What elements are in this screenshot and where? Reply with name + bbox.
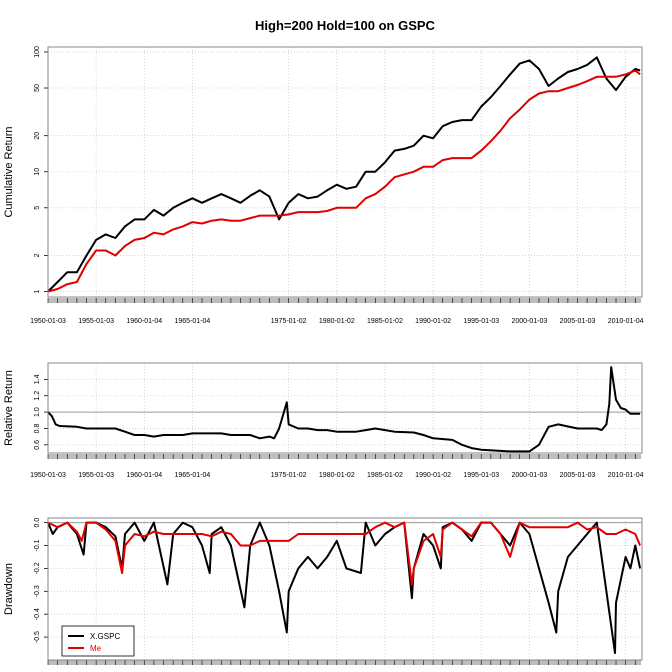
- y-axis-label: Drawdown: [3, 563, 15, 615]
- date-band-fill: [48, 454, 642, 459]
- y-tick-label: 100: [34, 46, 41, 58]
- series-lines: [47, 56, 641, 293]
- x-tick-label: 1990-01-02: [415, 318, 451, 325]
- x-tick-label: 2005-01-03: [560, 472, 596, 479]
- x-tick-label: 1965-01-04: [175, 318, 211, 325]
- x-tick-label: 2010-01-04: [608, 318, 644, 325]
- legend-entry-gspc: X.GSPC: [90, 632, 120, 641]
- chart-title: High=200 Hold=100 on GSPC: [255, 18, 435, 33]
- y-axis-ticks: 1 2 5 10 20 50 100: [34, 46, 48, 293]
- x-tick-label: 1985-01-02: [367, 472, 403, 479]
- series-line-red: [47, 69, 641, 293]
- y-axis-label: Relative Return: [3, 370, 15, 446]
- x-tick-label: 1985-01-02: [367, 318, 403, 325]
- x-tick-label: 1960-01-04: [126, 318, 162, 325]
- date-band-fill: [48, 298, 642, 303]
- y-axis-ticks: 0.0 -0.1 -0.2 -0.3 -0.4 -0.5: [34, 518, 48, 643]
- panel-frame: [47, 46, 643, 298]
- y-tick-label: 10: [34, 168, 41, 176]
- y-tick-label: 5: [34, 206, 41, 210]
- x-tick-label: 1980-01-02: [319, 318, 355, 325]
- x-tick-label: 2000-01-03: [511, 472, 547, 479]
- y-tick-label: 0.8: [34, 423, 41, 433]
- y-tick-label: -0.4: [34, 608, 41, 620]
- x-tick-label: 2010-01-04: [608, 472, 644, 479]
- series-line-me: [47, 521, 642, 586]
- series-lines: [47, 366, 641, 453]
- series-line-x-gspc: [47, 521, 642, 655]
- cumulative-return-panel: 1 2 5 10 20 50 100 1950-01-03 1955-01-03 1960-01…: [3, 46, 644, 325]
- x-axis-ticks: 1950-01-03 1955-01-03 1960-01-04 1965-01-04…: [30, 318, 644, 325]
- y-tick-label: 1.2: [34, 391, 41, 401]
- date-band: [47, 660, 642, 665]
- y-tick-label: 2: [34, 253, 41, 257]
- y-tick-label: 50: [34, 84, 41, 92]
- y-tick-label: -0.3: [34, 585, 41, 597]
- series-lines: [47, 521, 642, 655]
- y-axis-ticks: 0.6 0.8 1.0 1.2 1.4: [34, 374, 48, 450]
- y-tick-label: 0.6: [34, 440, 41, 450]
- x-axis-ticks: 1950-01-03 1955-01-03 1960-01-04 1965-01-04…: [30, 472, 644, 479]
- panel-frame: [47, 362, 643, 454]
- legend-box: [61, 625, 135, 657]
- x-tick-label: 1975-01-02: [271, 318, 307, 325]
- x-tick-label: 2000-01-03: [511, 318, 547, 325]
- x-tick-label: 1995-01-03: [463, 318, 499, 325]
- y-tick-label: 1: [34, 289, 41, 293]
- series-line-black: [47, 56, 641, 293]
- x-tick-label: 1960-01-04: [126, 472, 162, 479]
- y-tick-label: 0.0: [34, 518, 41, 528]
- x-tick-label: 1975-01-02: [271, 472, 307, 479]
- x-tick-label: 1950-01-03: [30, 472, 66, 479]
- y-tick-label: 1.0: [34, 407, 41, 417]
- panel-grid: [47, 363, 642, 453]
- x-tick-label: 1950-01-03: [30, 318, 66, 325]
- x-tick-label: 1955-01-03: [78, 318, 114, 325]
- x-tick-label: 1965-01-04: [175, 472, 211, 479]
- x-tick-label: 1955-01-03: [78, 472, 114, 479]
- chart-legend: X.GSPC Me: [61, 625, 135, 657]
- y-tick-label: -0.2: [34, 562, 41, 574]
- series-line-black: [47, 366, 641, 453]
- y-tick-label: 1.4: [34, 374, 41, 384]
- drawdown-panel: 0.0 -0.1 -0.2 -0.3 -0.4 -0.5 Drawdown X.GSPC …: [3, 517, 643, 665]
- date-band: [47, 454, 642, 459]
- y-tick-label: -0.1: [34, 539, 41, 551]
- y-tick-label: 20: [34, 132, 41, 140]
- y-tick-label: -0.5: [34, 631, 41, 643]
- x-tick-label: 1995-01-03: [463, 472, 499, 479]
- x-tick-label: 1980-01-02: [319, 472, 355, 479]
- relative-return-panel: 0.6 0.8 1.0 1.2 1.4 1950-01-03 1955-01-03 1960…: [3, 362, 644, 479]
- y-axis-label: Cumulative Return: [3, 126, 15, 217]
- legend-entry-me: Me: [90, 644, 102, 653]
- x-tick-label: 1990-01-02: [415, 472, 451, 479]
- date-band-fill: [48, 660, 642, 665]
- x-tick-label: 2005-01-03: [560, 318, 596, 325]
- date-band: [47, 298, 642, 303]
- panel-frame: [47, 517, 643, 661]
- panel-grid: [47, 518, 642, 660]
